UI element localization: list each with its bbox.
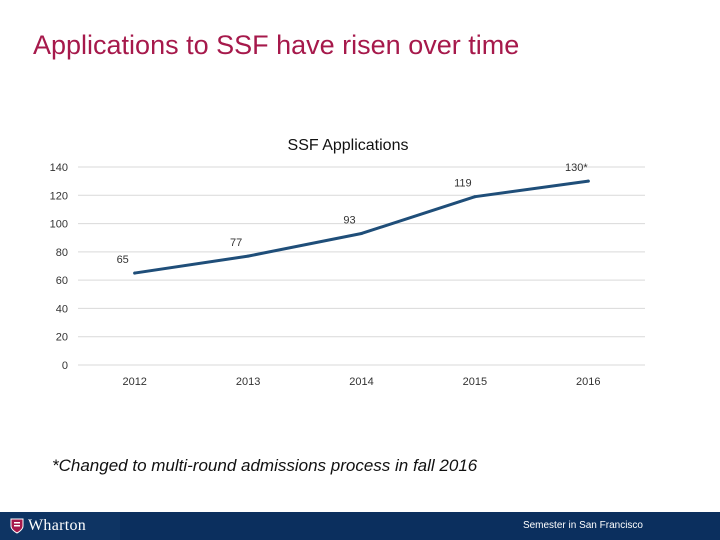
data-point — [360, 231, 363, 235]
x-tick-label: 2016 — [576, 376, 600, 388]
y-tick-label: 40 — [56, 303, 68, 315]
y-tick-label: 0 — [62, 360, 68, 372]
footer-program-name: Semester in San Francisco — [522, 520, 643, 531]
chart-series — [133, 179, 590, 275]
x-tick-label: 2014 — [349, 376, 373, 388]
slide-title: Applications to SSF have risen over time — [33, 30, 520, 60]
y-tick-label: 100 — [50, 219, 68, 231]
shield-icon — [10, 518, 24, 534]
x-tick-label: 2012 — [122, 376, 146, 388]
chart-gridlines — [78, 166, 645, 366]
data-point — [133, 271, 137, 275]
footer-bar: Wharton Semester in San Francisco — [0, 512, 720, 540]
y-tick-label: 140 — [50, 162, 68, 174]
x-tick-label: 2015 — [463, 376, 487, 388]
wharton-logo: Wharton — [10, 517, 86, 535]
y-tick-label: 80 — [56, 247, 68, 259]
y-tick-label: 20 — [56, 332, 68, 344]
data-label: 93 — [343, 214, 355, 226]
x-axis-ticks: 2012 2013 2014 2015 2016 — [122, 376, 600, 388]
x-tick-label: 2013 — [236, 376, 260, 388]
data-point — [586, 179, 590, 183]
data-label: 130* — [565, 162, 588, 174]
y-axis-ticks: 0 20 40 60 80 100 120 140 — [50, 162, 68, 372]
data-label: 119 — [454, 178, 472, 190]
logo-text: Wharton — [28, 517, 87, 534]
data-point — [473, 195, 477, 199]
line-chart: SSF Applications 0 20 40 60 80 100 120 140 2012… — [50, 137, 645, 388]
data-label: 65 — [117, 254, 129, 266]
footnote: *Changed to multi-round admissions proce… — [52, 456, 478, 475]
y-tick-label: 120 — [50, 190, 68, 202]
data-label: 77 — [230, 237, 242, 249]
data-labels: 65 77 93 119 130* — [117, 162, 589, 266]
footer-logo-area: Wharton — [0, 512, 120, 540]
y-tick-label: 60 — [56, 275, 68, 287]
chart-title: SSF Applications — [288, 137, 409, 154]
data-point — [246, 254, 250, 258]
